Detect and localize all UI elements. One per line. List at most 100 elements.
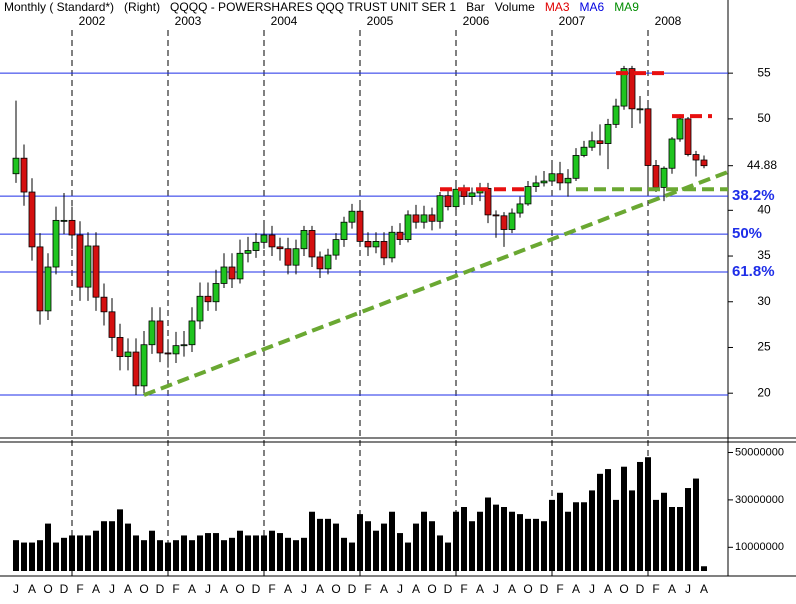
x-tick-label: O (235, 582, 244, 596)
candle-body (444, 195, 452, 208)
volume-bar (229, 537, 235, 571)
x-tick-label: O (523, 582, 532, 596)
candle-body (196, 295, 204, 322)
x-tick-label: A (380, 582, 388, 596)
volume-bar (693, 478, 699, 571)
candle-body (668, 138, 676, 169)
volume-bar (309, 511, 315, 571)
candle-body (52, 219, 60, 268)
candle-body (372, 241, 380, 248)
x-tick-label: A (28, 582, 36, 596)
x-tick-label: F (556, 582, 563, 596)
volume-bar (485, 497, 491, 571)
x-tick-label: J (589, 582, 595, 596)
x-tick-label: D (60, 582, 69, 596)
candle-body (492, 214, 500, 217)
volume-bar (573, 502, 579, 571)
volume-bar (501, 507, 507, 571)
volume-bar (365, 521, 371, 571)
volume-bar (637, 461, 643, 571)
x-tick-label: J (205, 582, 211, 596)
candle-body (308, 230, 316, 258)
candle-body (500, 215, 508, 230)
volume-bar (685, 488, 691, 571)
volume-bar (381, 523, 387, 571)
x-tick-label: A (700, 582, 708, 596)
x-tick-label: O (619, 582, 628, 596)
candle-body (588, 140, 596, 148)
x-tick-label: J (493, 582, 499, 596)
volume-bar (181, 535, 187, 571)
volume-bar (293, 540, 299, 571)
volume-bar (269, 530, 275, 571)
year-label: 2003 (175, 14, 202, 28)
candle-body (700, 159, 708, 167)
candle-body (260, 234, 268, 243)
volume-bar (477, 511, 483, 571)
candle-body (340, 221, 348, 240)
volume-bar (613, 499, 619, 571)
candle-body (212, 283, 220, 303)
candle-body (92, 245, 100, 298)
volume-tick-label: 30000000 (735, 494, 784, 506)
volume-bar (149, 530, 155, 571)
volume-bar (701, 566, 707, 571)
level-label: 61.8% (732, 263, 775, 280)
volume-tick-label: 50000000 (735, 446, 784, 458)
volume-bar (37, 540, 43, 571)
volume-bar (405, 542, 411, 571)
x-tick-label: F (268, 582, 275, 596)
candle-body (100, 296, 108, 313)
candle-body (692, 154, 700, 161)
candle-body (44, 266, 52, 312)
volume-bar (253, 535, 259, 571)
volume-bar (453, 511, 459, 571)
volume-bar (589, 490, 595, 571)
candle-body (228, 266, 236, 280)
x-tick-label: A (412, 582, 420, 596)
candle-body (652, 165, 660, 188)
volume-bar (341, 537, 347, 571)
candle-body (220, 266, 228, 284)
candle-body (28, 191, 36, 248)
last-price-label: 44.88 (747, 158, 777, 172)
x-tick-label: A (124, 582, 132, 596)
candle-body (596, 140, 604, 144)
candle-body (628, 68, 636, 110)
candle-body (252, 241, 260, 251)
volume-bar (141, 540, 147, 571)
candle-body (244, 250, 252, 254)
volume-bar (13, 540, 19, 571)
x-tick-label: F (76, 582, 83, 596)
x-tick-label: J (301, 582, 307, 596)
indicator-label: MA3 (545, 0, 570, 14)
candle-body (36, 246, 44, 312)
candle-body (348, 210, 356, 223)
volume-bar (157, 540, 163, 571)
x-tick-label: A (508, 582, 516, 596)
candle-body (108, 311, 116, 338)
volume-bar (277, 533, 283, 571)
x-tick-label: D (252, 582, 261, 596)
y-tick-label: 35 (757, 248, 771, 262)
candle-body (140, 344, 148, 387)
candle-body (540, 180, 548, 184)
volume-bar (237, 530, 243, 571)
header-text: Monthly ( Standard*) (Right) QQQQ - POWE… (4, 0, 535, 14)
volume-bar (597, 473, 603, 571)
x-tick-label: F (172, 582, 179, 596)
volume-bar (645, 457, 651, 571)
volume-bar (333, 523, 339, 571)
x-tick-label: D (540, 582, 549, 596)
candle-body (324, 254, 332, 270)
year-label: 2005 (367, 14, 394, 28)
x-tick-label: F (364, 582, 371, 596)
x-tick-label: A (220, 582, 228, 596)
volume-bar (437, 535, 443, 571)
volume-bar (213, 533, 219, 571)
candle-body (580, 146, 588, 156)
volume-bar (165, 542, 171, 571)
volume-bar (69, 535, 75, 571)
y-tick-label: 40 (757, 202, 771, 216)
volume-bar (677, 507, 683, 571)
